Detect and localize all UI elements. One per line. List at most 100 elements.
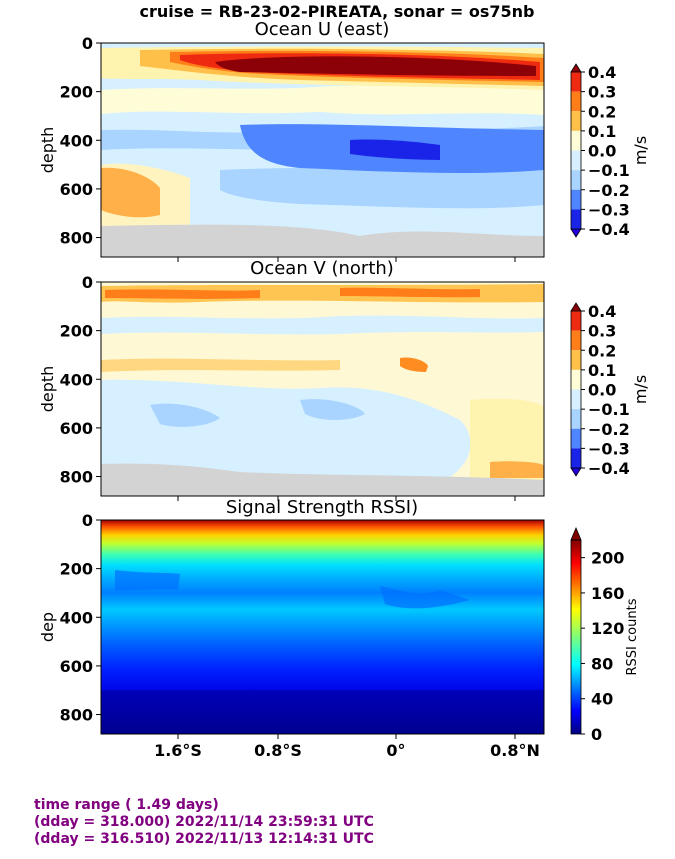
ytick-label: 800 [60, 706, 93, 725]
ytick-label: 0 [82, 511, 93, 530]
colorbar-tick-label: 0.1 [588, 122, 616, 141]
panel-rssi-title: Signal Strength RSSI) [226, 497, 418, 518]
ytick-label: 600 [60, 419, 93, 438]
colorbar-tick-label: 160 [591, 584, 624, 603]
ytick-label: 400 [60, 370, 93, 389]
colorbar-label: m/s [631, 375, 650, 404]
colorbar-segment [571, 311, 581, 331]
colorbar-tick-label: 120 [591, 619, 624, 638]
colorbar-label: m/s [631, 136, 650, 165]
colorbar-segment [571, 448, 581, 468]
ytick-label: 400 [60, 608, 93, 627]
colorbar-extend-min [570, 467, 582, 477]
panel-rssi-frame [100, 519, 545, 735]
ytick-label: 800 [60, 229, 93, 248]
panel-v-heatmap [101, 282, 544, 496]
rssi-deep-weak [101, 690, 544, 734]
panel-v-colorbar: 0.40.30.20.10.0−0.1−0.2−0.3−0.4 m/s [570, 302, 650, 478]
colorbar-segment [571, 350, 581, 370]
colorbar-tick-label: 200 [591, 549, 624, 568]
colorbar-extend-max [570, 302, 582, 312]
panel-u-yticks: 0 200 400 600 800 [60, 34, 101, 248]
xtick-label: 1.6°S [154, 741, 202, 760]
colorbar-segment [571, 189, 581, 210]
colorbar-segment [571, 91, 581, 112]
colorbar-segment [571, 389, 581, 410]
ytick-label: 800 [60, 468, 93, 487]
rssi-field [101, 520, 544, 734]
v-no-data-mask [101, 463, 544, 496]
panel-u-ylabel: depth [38, 127, 57, 174]
panel-rssi-yticks: 0 200 400 600 800 [60, 511, 101, 725]
colorbar-gradient [570, 539, 582, 735]
colorbar-tick-label: −0.1 [588, 400, 630, 419]
colorbar-segment [571, 72, 581, 92]
rssi-scattering-layer-2 [380, 586, 470, 609]
panel-v-ylabel: depth [38, 366, 57, 413]
panel-u-title: Ocean U (east) [255, 19, 390, 40]
colorbar-segment [571, 330, 581, 351]
ytick-label: 0 [82, 273, 93, 292]
colorbar-tick-label: −0.2 [588, 420, 630, 439]
colorbar-segment [571, 409, 581, 429]
panel-u-heatmap [101, 43, 544, 257]
panel-rssi: Signal Strength RSSI) dep 0200400600800 … [38, 497, 640, 760]
colorbar-tick-label: 0.2 [588, 102, 616, 121]
colorbar-tick-label: −0.4 [588, 459, 630, 478]
colorbar-tick-label: 0.0 [588, 381, 616, 400]
colorbar-tick-label: −0.4 [588, 220, 630, 239]
v-band-neg-deep [101, 379, 471, 486]
ytick-label: 0 [82, 34, 93, 53]
colorbar-tick-label: −0.3 [588, 439, 630, 458]
u-core-undercurrent [215, 56, 536, 76]
panel-v-frame [100, 281, 545, 497]
ytick-label: 600 [60, 180, 93, 199]
colorbar-tick-label: −0.3 [588, 200, 630, 219]
footer-end-time: (dday = 318.000) 2022/11/14 23:59:31 UTC [34, 814, 374, 830]
footer-time-range: time range ( 1.49 days) [34, 797, 219, 813]
panel-u-xticks [177, 257, 516, 262]
colorbar-tick-label: 0.0 [588, 142, 616, 161]
time-range-footer: time range ( 1.49 days) (dday = 318.000)… [34, 797, 374, 848]
colorbar-extend-max [570, 63, 582, 73]
ytick-label: 200 [60, 560, 93, 579]
panel-u-colorbar: 0.40.30.20.10.0−0.1−0.2−0.3−0.4 m/s [570, 63, 650, 239]
colorbar-tick-label: 80 [591, 654, 613, 673]
panel-rssi-colorbar: 200 160 120 80 40 0 RSSI counts [570, 526, 640, 744]
v-surface-band-02 [105, 289, 260, 299]
xtick-label: 0° [386, 741, 405, 760]
u-band-pos-deep-02 [101, 167, 160, 218]
v-band-neg-01 [101, 315, 544, 335]
colorbar-segment [571, 150, 581, 171]
xtick-label: 0.8°N [490, 741, 540, 760]
panel-rssi-ylabel: dep [38, 612, 57, 642]
colorbar-segment [571, 111, 581, 131]
u-no-data-mask [101, 224, 544, 257]
colorbar-segment [571, 209, 581, 229]
panel-v-title: Ocean V (north) [250, 258, 394, 279]
v-band-pos-02 [101, 358, 340, 372]
colorbar-tick-label: 0.1 [588, 361, 616, 380]
colorbar-extend-max [570, 526, 582, 541]
colorbar-label: RSSI counts [625, 598, 640, 675]
panel-rssi-heatmap [101, 520, 544, 734]
v-patch-neg-02b [300, 399, 365, 420]
colorbar-tick-label: 0.3 [588, 83, 616, 102]
footer-start-time: (dday = 316.510) 2022/11/13 12:14:31 UTC [34, 831, 374, 847]
panel-u-frame [100, 42, 545, 258]
ytick-label: 400 [60, 131, 93, 150]
colorbar-segment [571, 130, 581, 151]
colorbar-segment [571, 369, 581, 390]
ytick-label: 200 [60, 322, 93, 341]
colorbar-tick-label: −0.2 [588, 181, 630, 200]
figure-suptitle: cruise = RB-23-02-PIREATA, sonar = os75n… [140, 2, 535, 21]
panel-v-yticks: 0 200 400 600 800 [60, 273, 101, 487]
v-surface-band-02b [340, 287, 480, 298]
colorbar-tick-label: 0.2 [588, 341, 616, 360]
colorbar-extend-min [570, 228, 582, 238]
v-patch-pos-deep [490, 461, 544, 478]
ytick-label: 200 [60, 83, 93, 102]
colorbar-tick-label: 0 [591, 725, 602, 744]
